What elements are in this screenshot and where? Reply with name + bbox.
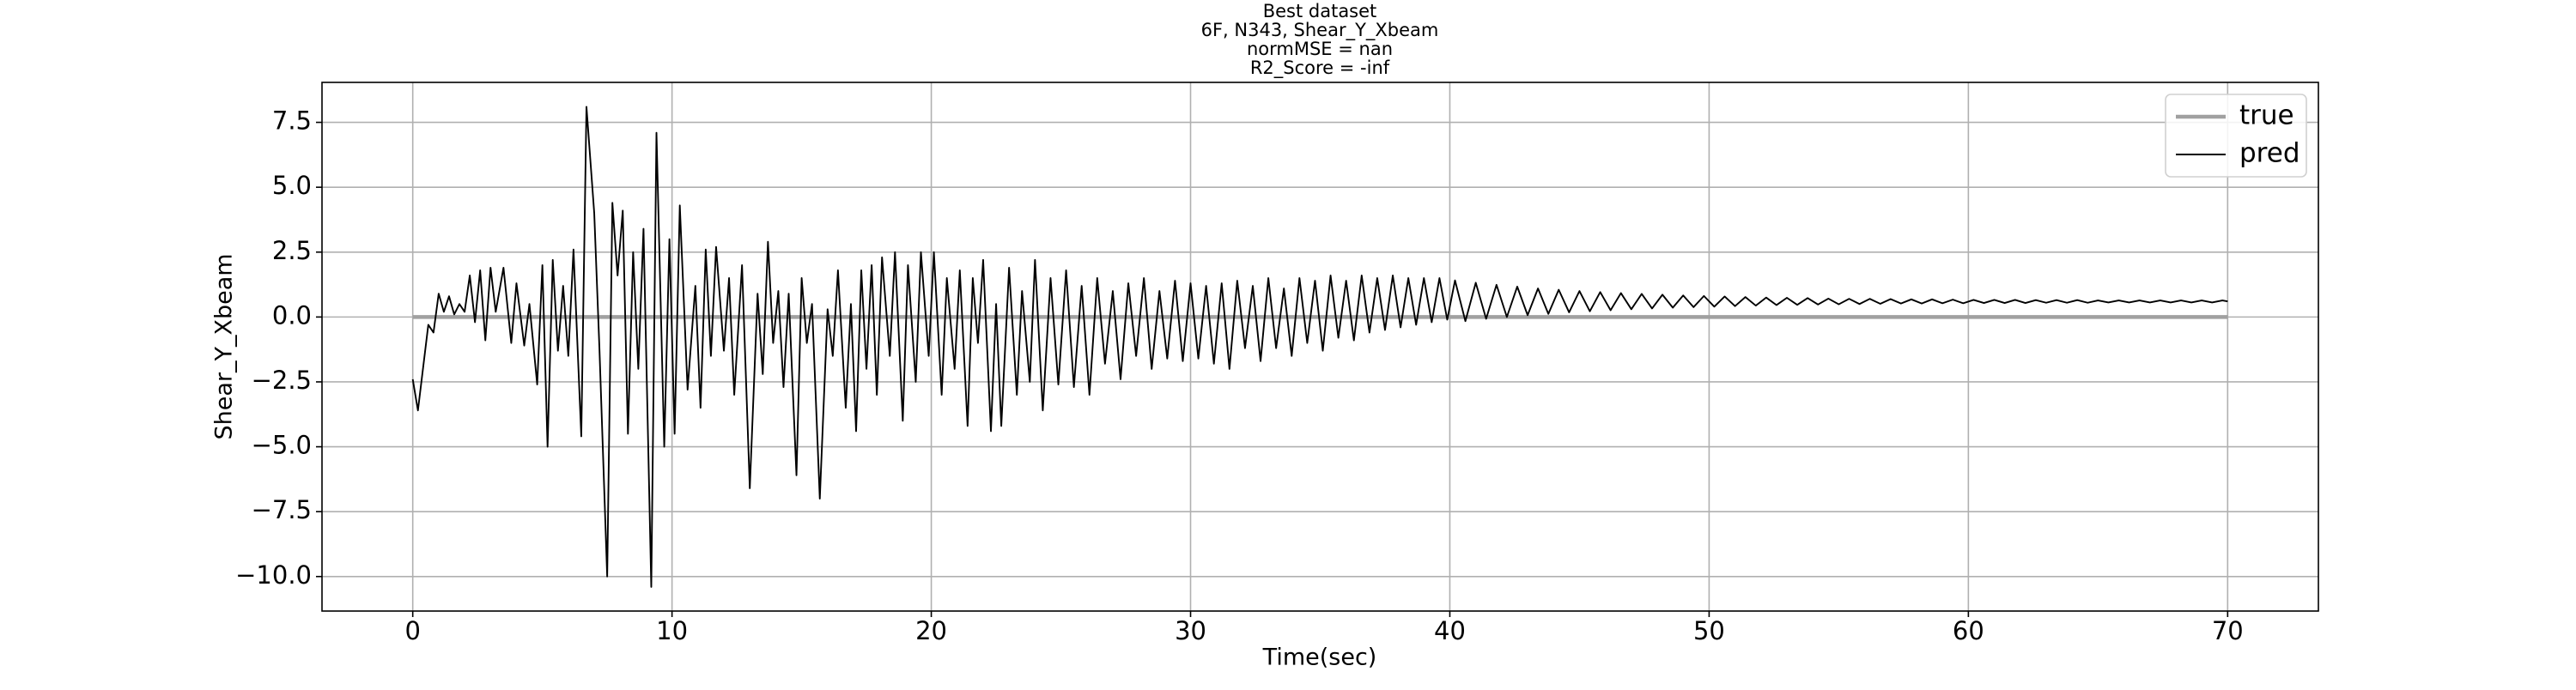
chart-title: Best dataset: [1263, 1, 1377, 21]
y-tick-label: −10.0: [235, 560, 312, 590]
chart-title: R2_Score = -inf: [1250, 58, 1390, 79]
x-tick-label: 10: [656, 616, 688, 645]
legend-label: pred: [2239, 138, 2300, 169]
x-tick-label: 0: [404, 616, 420, 645]
legend-label: true: [2239, 100, 2294, 131]
x-tick-label: 40: [1434, 616, 1466, 645]
x-tick-label: 50: [1693, 616, 1725, 645]
x-tick-label: 30: [1175, 616, 1206, 645]
y-axis-label: Shear_Y_Xbeam: [211, 253, 238, 439]
y-tick-label: 5.0: [272, 171, 312, 200]
chart-title: 6F, N343, Shear_Y_Xbeam: [1201, 20, 1439, 41]
plot-frame: [321, 82, 2319, 612]
y-tick-label: 7.5: [272, 106, 312, 136]
y-tick-label: −5.0: [252, 431, 312, 460]
x-tick-label: 70: [2212, 616, 2244, 645]
chart-title: normMSE = nan: [1247, 39, 1393, 59]
y-tick-label: −2.5: [252, 366, 312, 395]
x-axis-label: Time(sec): [1262, 645, 1377, 671]
y-tick-label: 2.5: [272, 236, 312, 265]
series-line: [411, 106, 2228, 588]
y-tick-label: 0.0: [272, 300, 312, 330]
y-tick-label: −7.5: [252, 495, 312, 524]
x-tick-label: 60: [1953, 616, 1984, 645]
x-tick-label: 20: [915, 616, 947, 645]
